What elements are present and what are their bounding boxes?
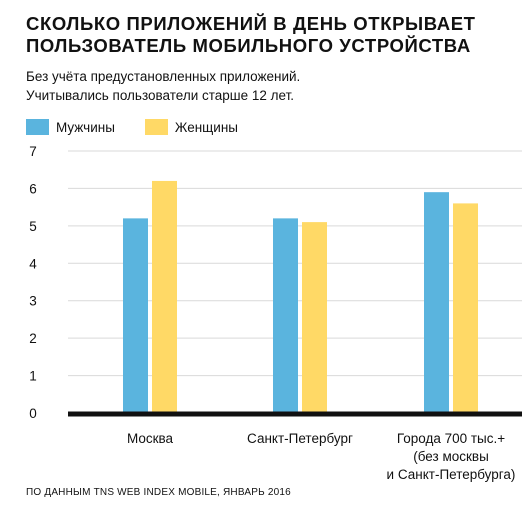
bar-men-0 bbox=[123, 218, 148, 413]
x-category-label: и Санкт-Петербурга) bbox=[387, 467, 516, 482]
x-category-label: Города 700 тыс.+ bbox=[397, 431, 505, 446]
legend-swatch-women bbox=[144, 119, 168, 135]
y-tick-label: 2 bbox=[29, 331, 37, 346]
y-tick-label: 0 bbox=[29, 406, 37, 421]
x-category-label: Москва bbox=[127, 431, 174, 446]
bar-women-1 bbox=[302, 222, 327, 413]
bar-men-1 bbox=[273, 218, 298, 413]
subtitle-line-2: Учитывались пользователи старше 12 лет. bbox=[26, 88, 295, 103]
legend: Мужчины Женщины bbox=[26, 117, 268, 137]
y-tick-label: 6 bbox=[29, 181, 37, 196]
y-tick-label: 3 bbox=[29, 294, 37, 309]
subtitle-line-1: Без учёта предустановленных приложений. bbox=[26, 69, 301, 84]
legend-label-men: Мужчины bbox=[56, 119, 115, 135]
bar-men-2 bbox=[424, 192, 449, 413]
legend-item-men: Мужчины bbox=[26, 119, 115, 135]
chart-subtitle: Без учёта предустановленных приложений. … bbox=[26, 67, 526, 105]
bar-women-0 bbox=[152, 180, 177, 413]
bar-women-2 bbox=[453, 203, 478, 413]
x-category-label: (без москвы bbox=[413, 449, 489, 464]
legend-swatch-men bbox=[26, 119, 49, 135]
x-category-label: Санкт-Петербург bbox=[247, 431, 353, 446]
y-tick-label: 1 bbox=[29, 369, 37, 384]
chart-title: СКОЛЬКО ПРИЛОЖЕНИЙ В ДЕНЬ ОТКРЫВАЕТ ПОЛЬ… bbox=[26, 13, 476, 56]
y-tick-label: 5 bbox=[29, 219, 37, 234]
y-tick-label: 4 bbox=[29, 256, 37, 271]
source-note: ПО ДАННЫМ TNS WEB INDEX MOBILE, ЯНВАРЬ 2… bbox=[26, 487, 291, 498]
legend-label-women: Женщины bbox=[174, 119, 238, 135]
legend-item-women: Женщины bbox=[144, 119, 238, 135]
y-tick-label: 7 bbox=[29, 144, 37, 159]
